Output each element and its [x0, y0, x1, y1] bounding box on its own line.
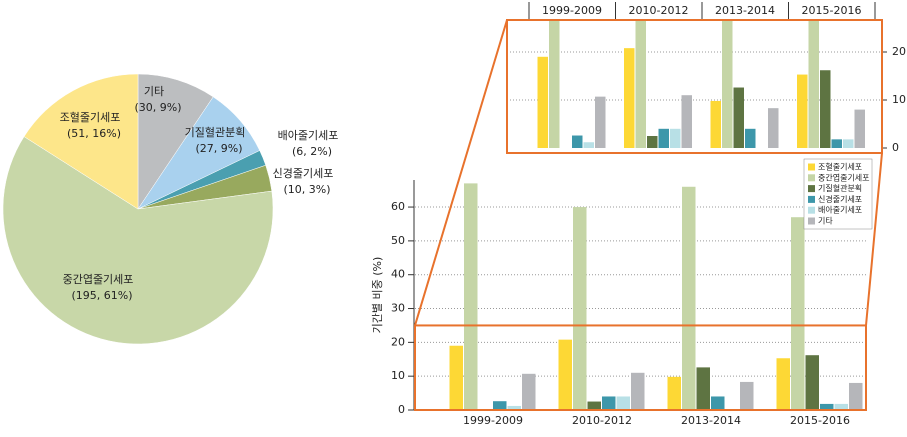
bar: [849, 382, 863, 410]
slice-label: 중간엽줄기세포: [63, 273, 134, 286]
inset-bar: [797, 74, 808, 148]
inset-y-tick-label: 10: [892, 93, 906, 106]
inset-frame: [506, 19, 883, 154]
inset-bar: [843, 139, 854, 148]
slice-value: (10, 3%): [283, 183, 330, 196]
y-tick-label: 10: [391, 369, 405, 382]
bar: [587, 401, 601, 410]
inset-bar: [624, 48, 635, 148]
pie-slice: [2, 136, 274, 345]
bar: [682, 186, 696, 410]
bar: [507, 405, 521, 410]
legend-swatch: [808, 206, 815, 214]
bar: [558, 339, 572, 410]
inset-bar: [537, 56, 548, 148]
inset-bar: [831, 139, 842, 148]
inset-bar: [572, 135, 583, 148]
bar: [631, 372, 645, 410]
inset-x-tick-label: 2010-2012: [629, 4, 689, 17]
slice-value: (27, 9%): [195, 142, 242, 155]
legend-label: 신경줄기세포: [818, 194, 862, 204]
y-tick-label: 0: [398, 403, 405, 416]
inset-bar: [733, 87, 744, 148]
bar: [805, 355, 819, 410]
bar: [667, 376, 681, 410]
inset-bar: [854, 109, 865, 148]
inset-bar: [808, 20, 819, 149]
inset-bar: [549, 20, 560, 148]
inset-bar: [595, 96, 606, 148]
y-tick-label: 20: [391, 335, 405, 348]
inset-bar: [670, 128, 681, 148]
legend-swatch: [808, 174, 815, 182]
bar: [820, 403, 834, 410]
y-tick-label: 40: [391, 268, 405, 281]
bar: [696, 367, 710, 410]
bar: [522, 373, 536, 410]
bar: [776, 358, 790, 410]
legend-swatch: [808, 185, 815, 193]
bar: [834, 403, 848, 410]
slice-value: (195, 61%): [71, 289, 132, 302]
legend-swatch: [808, 163, 815, 171]
y-axis-label: 기간별 비중 (%): [371, 257, 384, 334]
inset-y-tick-label: 0: [892, 141, 899, 154]
x-tick-label: 2013-2014: [681, 414, 741, 427]
bar: [602, 396, 616, 410]
slice-label: 기질혈관분획: [185, 125, 246, 139]
inset-x-tick-label: 2015-2016: [802, 4, 862, 17]
inset-x-tick-label: 2013-2014: [715, 4, 775, 17]
bar: [493, 401, 507, 410]
inset: [507, 20, 882, 149]
slice-label: 조혈줄기세포: [60, 110, 121, 124]
x-tick-label: 1999-2009: [463, 414, 523, 427]
y-tick-label: 30: [391, 302, 405, 315]
legend-swatch: [808, 195, 815, 203]
legend-label: 조혈줄기세포: [818, 162, 862, 172]
pie-slice: [23, 73, 139, 210]
inset-y-tick-label: 20: [892, 45, 906, 58]
legend-label: 기타: [818, 217, 833, 226]
legend-box: [803, 158, 873, 230]
inset-bar: [722, 20, 733, 148]
bar: [711, 396, 725, 410]
slice-label: 신경줄기세포: [273, 167, 334, 180]
x-tick-label: 2015-2016: [790, 414, 850, 427]
inset-bar: [647, 136, 658, 148]
inset-bar: [583, 142, 594, 148]
bar: [449, 345, 463, 410]
slice-label: 배아줄기세포: [278, 129, 339, 142]
inset-bar: [745, 128, 756, 148]
inset-bar: [635, 20, 646, 148]
bar: [464, 183, 478, 410]
slice-value: (30, 9%): [134, 101, 181, 114]
inset-bar: [681, 95, 692, 148]
pie-slice: [137, 73, 214, 210]
zoom-connector: [865, 152, 883, 326]
y-tick-label: 60: [391, 200, 405, 213]
inset-x-tick-label: 1999-2009: [542, 4, 602, 17]
y-tick-label: 50: [391, 234, 405, 247]
inset-bar: [710, 100, 721, 148]
legend-swatch: [808, 217, 815, 225]
x-tick-label: 2010-2012: [572, 414, 632, 427]
bar: [740, 381, 754, 410]
legend-label: 중간엽줄기세포: [818, 172, 870, 182]
zoom-connector: [414, 19, 508, 326]
bar: [791, 217, 805, 410]
zoom-box: [414, 324, 867, 411]
slice-value: (51, 16%): [67, 127, 121, 140]
inset-bar: [768, 108, 779, 148]
bar: [616, 396, 630, 410]
inset-bar: [820, 70, 831, 148]
slice-value: (6, 2%): [292, 145, 332, 158]
slice-label: 기타: [144, 85, 164, 98]
inset-bar: [658, 128, 669, 148]
bar: [573, 207, 587, 410]
legend-label: 배아줄기세포: [818, 205, 862, 215]
legend-label: 기질혈관분획: [818, 183, 862, 193]
